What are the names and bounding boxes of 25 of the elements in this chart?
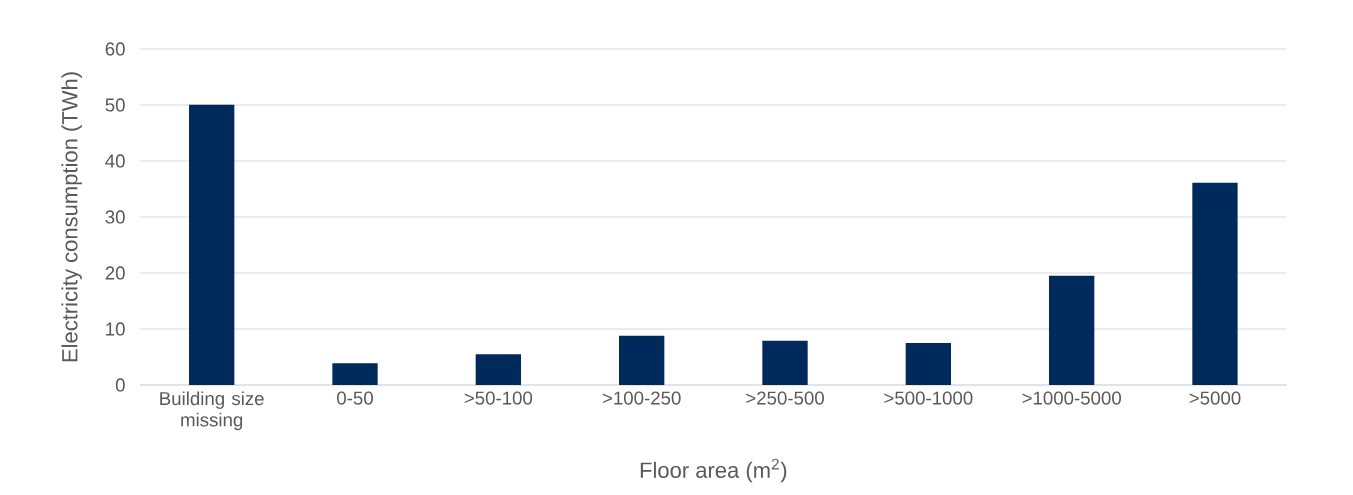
y-tick-label: 30 [105, 210, 125, 224]
y-tick-label: 10 [106, 322, 125, 336]
y-tick-label: 60 [105, 42, 125, 56]
x-tick-label: >500-1000 [884, 391, 973, 405]
y-tick-label: 40 [105, 154, 125, 168]
bar [619, 335, 665, 385]
x-tick-label: >100-250 [602, 391, 681, 405]
bar [1049, 275, 1095, 385]
bar [332, 363, 378, 385]
x-tick-label: Building size missing [160, 391, 264, 431]
x-tick-label: >50-100 [464, 391, 533, 405]
x-tick-label: >5000 [1189, 391, 1241, 405]
bar [189, 104, 235, 385]
x-tick-label: >1000-5000 [1022, 391, 1122, 405]
bar [905, 342, 951, 385]
y-axis-title: Electricity consumption (TWh) [61, 72, 82, 362]
x-axis-title: Floor area (m$^{2}$) [640, 458, 787, 483]
y-tick-label: 50 [105, 98, 125, 112]
bar [762, 340, 808, 385]
y-tick-label: 0 [115, 378, 125, 392]
bar [475, 354, 522, 385]
y-tick-label: 20 [105, 266, 125, 280]
x-tick-label: 0-50 [337, 391, 373, 405]
x-tick-label: >250-500 [746, 391, 824, 405]
bar [1192, 182, 1238, 385]
